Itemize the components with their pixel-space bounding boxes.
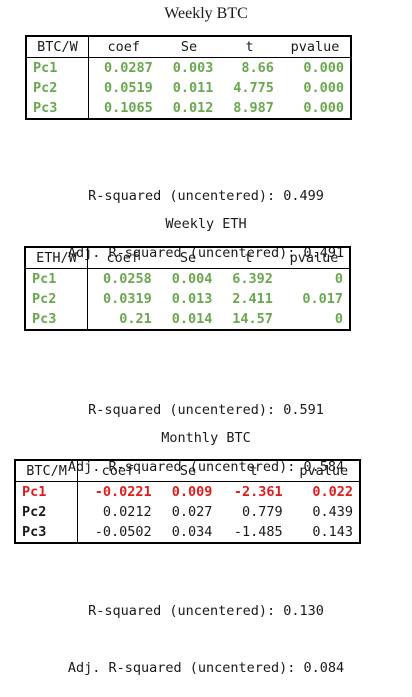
- table-cell: 0.000: [303, 100, 344, 116]
- table-cell: 0.0319: [103, 291, 152, 307]
- table-cell: 0: [334, 271, 343, 287]
- row-label: Pc2: [15, 502, 79, 522]
- header-cell: pvalue: [279, 36, 351, 58]
- table-header-row: BTC/W coef Se t pvalue: [26, 36, 351, 58]
- r-squared-text: R-squared (uncentered): 0.499: [88, 188, 324, 204]
- table-cell: -0.0221: [94, 484, 152, 500]
- regression-table-weekly-btc: BTC/W coef Se t pvalue Pc1 0.0287 0.003 …: [25, 35, 352, 120]
- row-label: Pc2: [25, 289, 88, 309]
- header-cell: Se: [157, 460, 219, 482]
- row-label: Pc1: [25, 268, 88, 289]
- table-row: Pc3 0.21 0.014 14.57 0: [25, 309, 350, 330]
- stats-block-monthly-btc: R-squared (uncentered): 0.130 Adj. R-squ…: [0, 564, 412, 697]
- row-label: Pc1: [15, 481, 79, 502]
- header-cell: BTC/M: [15, 460, 79, 482]
- table-cell: 0.779: [241, 504, 283, 520]
- table-cell: 0.0258: [103, 271, 152, 287]
- header-cell: t: [218, 460, 289, 482]
- table-row: Pc3 0.1065 0.012 8.987 0.000: [26, 98, 351, 119]
- header-cell: t: [219, 36, 280, 58]
- table-cell: 0.003: [172, 60, 214, 76]
- table-cell: 0.017: [302, 291, 343, 307]
- table-cell: 0.0212: [102, 504, 152, 520]
- header-cell: coef: [77, 460, 158, 482]
- table-cell: 0.009: [171, 484, 213, 500]
- header-cell: t: [218, 247, 279, 269]
- table-cell: 0.011: [172, 80, 214, 96]
- table-cell: 0.439: [312, 504, 353, 520]
- table-row: Pc2 0.0212 0.027 0.779 0.439: [15, 502, 360, 522]
- r-squared-text: R-squared (uncentered): 0.591: [88, 402, 324, 418]
- row-label: Pc3: [25, 309, 88, 330]
- table-cell: 0.013: [171, 291, 213, 307]
- table-cell: -0.0502: [94, 524, 152, 540]
- table-cell: 8.987: [233, 100, 274, 116]
- header-cell: pvalue: [278, 247, 350, 269]
- header-cell: BTC/W: [26, 36, 89, 58]
- header-cell: Se: [157, 247, 219, 269]
- header-cell: pvalue: [288, 460, 360, 482]
- table-row: Pc1 0.0258 0.004 6.392 0: [25, 268, 350, 289]
- table-cell: 6.392: [232, 271, 273, 287]
- regression-table-monthly-btc: BTC/M coef Se t pvalue Pc1 -0.0221 0.009…: [14, 459, 361, 544]
- table-title-weekly-eth: Weekly ETH: [165, 216, 247, 232]
- table-row: Pc2 0.0519 0.011 4.775 0.000: [26, 78, 351, 98]
- header-cell: ETH/W: [25, 247, 88, 269]
- header-cell: coef: [88, 36, 159, 58]
- table-cell: 0.034: [171, 524, 213, 540]
- table-cell: 0.000: [303, 80, 344, 96]
- header-cell: Se: [158, 36, 220, 58]
- table-cell: 0.21: [119, 311, 152, 327]
- table-cell: 0.004: [171, 271, 213, 287]
- table-cell: 4.775: [233, 80, 274, 96]
- table-cell: 8.66: [241, 60, 274, 76]
- table-cell: -2.361: [233, 484, 283, 500]
- row-label: Pc2: [26, 78, 89, 98]
- table-cell: 0.143: [312, 524, 353, 540]
- table-cell: 14.57: [232, 311, 273, 327]
- table-cell: 0: [334, 311, 343, 327]
- table-row: Pc1 0.0287 0.003 8.66 0.000: [26, 57, 351, 78]
- table-header-row: BTC/M coef Se t pvalue: [15, 460, 360, 482]
- table-title-monthly-btc: Monthly BTC: [161, 430, 251, 446]
- table-cell: 0.000: [303, 60, 344, 76]
- table-cell: 0.022: [312, 484, 353, 500]
- table-row: Pc3 -0.0502 0.034 -1.485 0.143: [15, 522, 360, 543]
- table-cell: 0.027: [171, 504, 213, 520]
- table-row: Pc2 0.0319 0.013 2.411 0.017: [25, 289, 350, 309]
- table-cell: 0.012: [172, 100, 214, 116]
- regression-table-weekly-eth: ETH/W coef Se t pvalue Pc1 0.0258 0.004 …: [24, 246, 351, 331]
- table-header-row: ETH/W coef Se t pvalue: [25, 247, 350, 269]
- row-label: Pc1: [26, 57, 89, 78]
- table-cell: 0.014: [171, 311, 213, 327]
- r-squared-text: R-squared (uncentered): 0.130: [88, 603, 324, 619]
- adj-r-squared-text: Adj. R-squared (uncentered): 0.084: [67, 660, 345, 676]
- table-cell: -1.485: [233, 524, 283, 540]
- header-cell: coef: [87, 247, 158, 269]
- row-label: Pc3: [26, 98, 89, 119]
- table-title-weekly-btc: Weekly BTC: [164, 5, 248, 22]
- table-cell: 0.0287: [104, 60, 153, 76]
- table-cell: 0.0519: [104, 80, 153, 96]
- table-row: Pc1 -0.0221 0.009 -2.361 0.022: [15, 481, 360, 502]
- table-cell: 2.411: [232, 291, 273, 307]
- table-cell: 0.1065: [104, 100, 153, 116]
- row-label: Pc3: [15, 522, 79, 543]
